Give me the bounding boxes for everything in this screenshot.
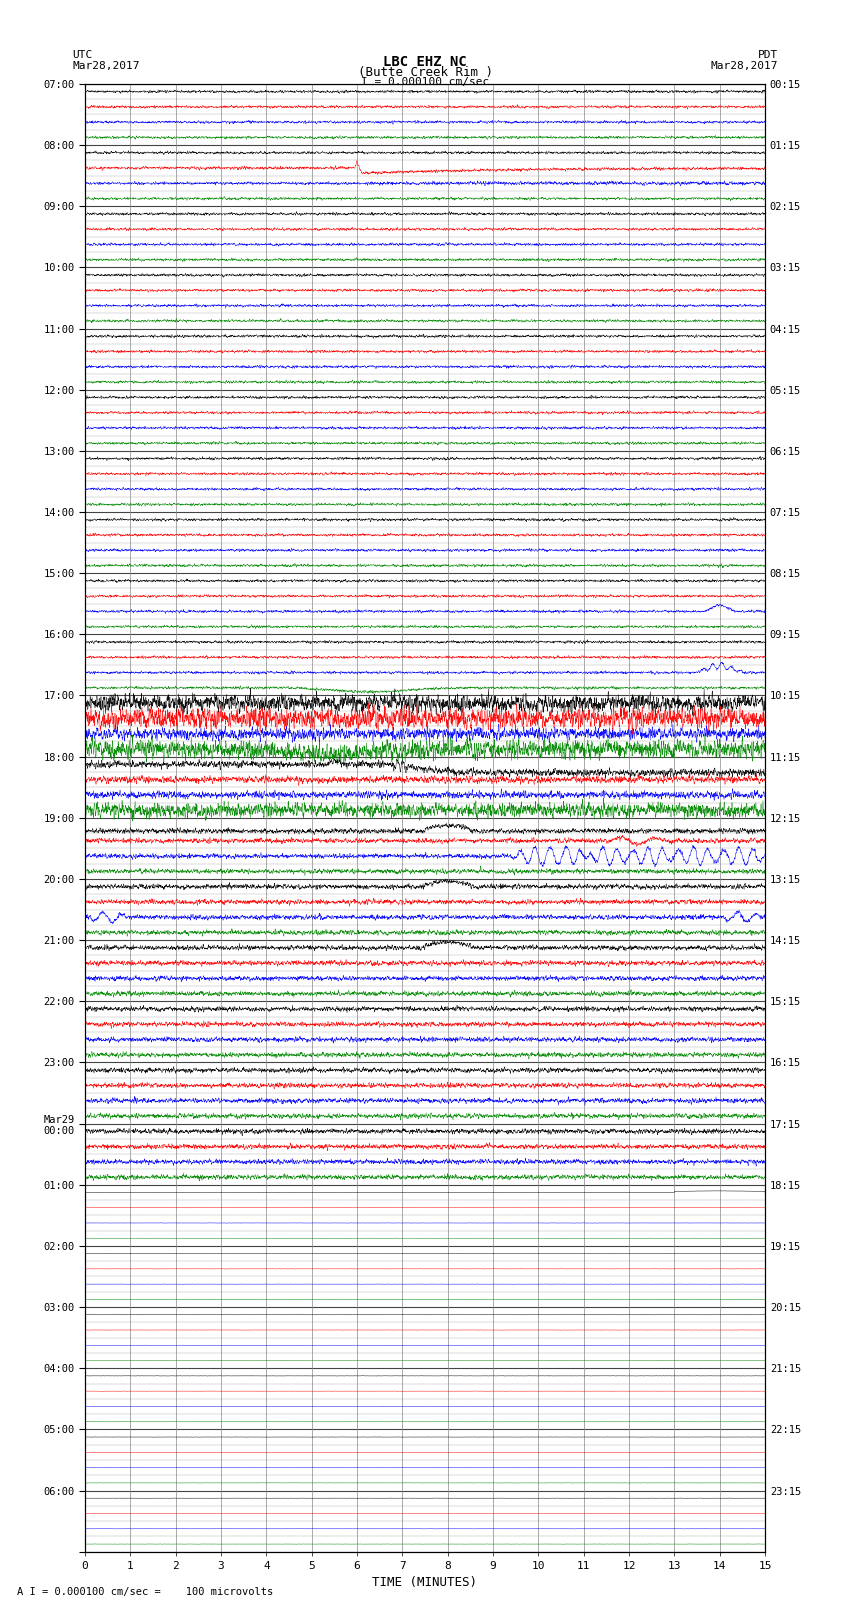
Text: Mar28,2017: Mar28,2017 <box>711 61 778 71</box>
Text: A I = 0.000100 cm/sec =    100 microvolts: A I = 0.000100 cm/sec = 100 microvolts <box>17 1587 273 1597</box>
Text: I = 0.000100 cm/sec: I = 0.000100 cm/sec <box>361 77 489 87</box>
Text: (Butte Creek Rim ): (Butte Creek Rim ) <box>358 66 492 79</box>
Text: UTC: UTC <box>72 50 93 60</box>
Text: PDT: PDT <box>757 50 778 60</box>
X-axis label: TIME (MINUTES): TIME (MINUTES) <box>372 1576 478 1589</box>
Text: LBC EHZ NC: LBC EHZ NC <box>383 55 467 69</box>
Text: Mar28,2017: Mar28,2017 <box>72 61 139 71</box>
